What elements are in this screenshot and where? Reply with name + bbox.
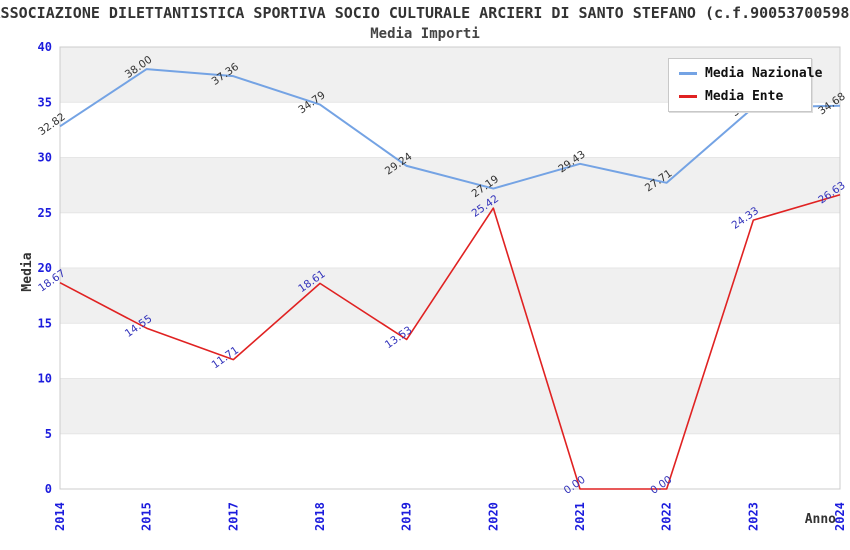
x-tick-label: 2015 [140,502,154,531]
plot-band [60,268,840,324]
x-tick-label: 2018 [313,502,327,531]
plot-band [60,378,840,434]
plot-frame [59,46,841,490]
chart-subtitle: Media Importi [370,26,480,42]
legend-label-media-nazionale: Media Nazionale [705,66,823,82]
y-tick-label: 25 [38,206,52,220]
y-tick-label: 20 [38,261,52,275]
y-tick-label: 10 [38,372,52,386]
y-axis-title: Media [20,252,35,291]
plot-band [60,157,840,213]
series-line-media-ente [59,193,841,490]
legend: Media Nazionale Media Ente [668,58,822,112]
plot-band [60,433,840,489]
media-ente-line-swatch-icon [679,94,697,98]
x-tick-label: 2023 [746,502,760,531]
x-tick-label: 2017 [226,502,240,531]
plot-band [60,212,840,268]
x-axis-title: Anno [805,512,836,527]
legend-item-media-nazionale: Media Nazionale [679,66,822,81]
legend-label-media-ente: Media Ente [705,88,784,104]
y-tick-label: 40 [38,40,52,54]
x-tick-label: 2020 [486,502,500,531]
y-tick-label: 35 [38,95,52,109]
y-tick-label: 15 [38,316,52,330]
y-tick-label: 5 [45,427,52,441]
x-tick-label: 2022 [660,502,674,531]
y-tick-label: 30 [38,151,52,165]
x-tick-label: 2024 [833,502,847,531]
media-nazionale-line-swatch-icon [679,72,697,76]
legend-item-media-ente: Media Ente [679,89,811,104]
series-line-media-nazionale [59,68,841,190]
x-tick-label: 2014 [53,502,67,531]
y-tick-label: 0 [45,482,52,496]
x-tick-label: 2019 [400,502,414,531]
x-tick-label: 2021 [573,502,587,531]
chart-title: ASSOCIAZIONE DILETTANTISTICA SPORTIVA SO… [0,4,850,22]
plot-band [60,323,840,379]
